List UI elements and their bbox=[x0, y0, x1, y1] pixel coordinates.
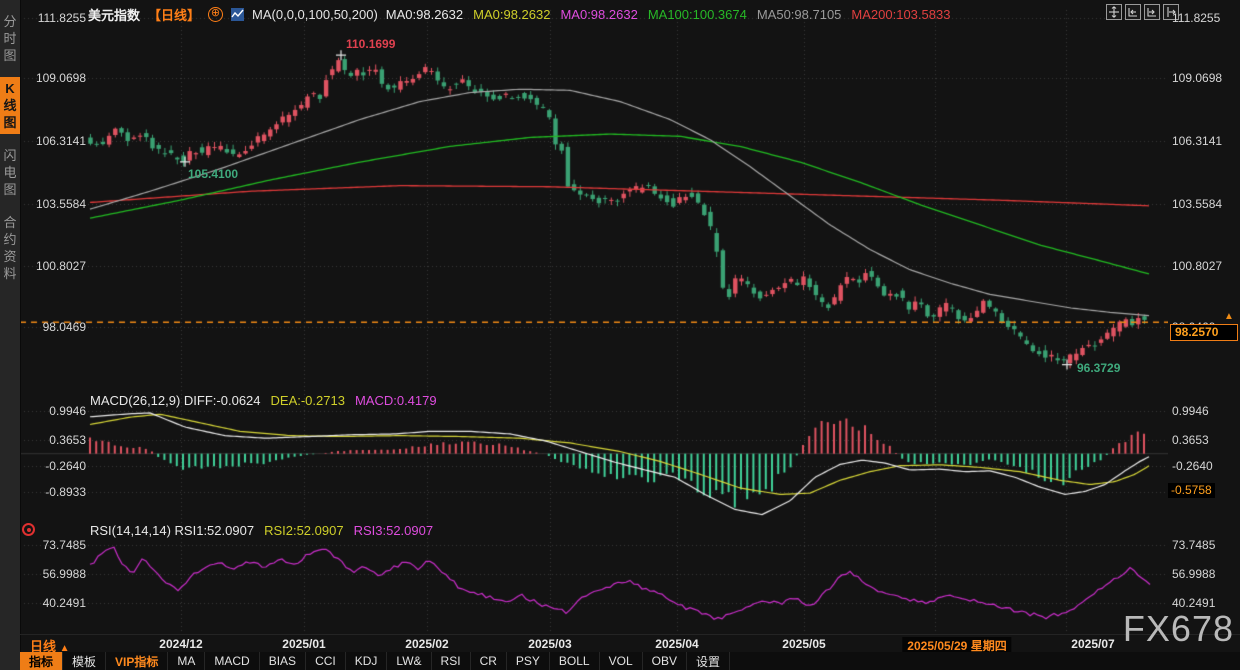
rsihdr-part-1: RSI2:52.0907 bbox=[264, 523, 344, 538]
ma-value-3: MA100:100.3674 bbox=[648, 7, 747, 22]
rsi-panel-header: RSI(14,14,14) RSI1:52.0907 RSI2:52.0907 RS… bbox=[90, 523, 443, 538]
macd-axis-left-2: -0.2640 bbox=[22, 460, 86, 473]
tab-psy[interactable]: PSY bbox=[507, 652, 550, 670]
mini-chart-icon[interactable] bbox=[231, 8, 244, 21]
main-axis-left-4: 100.8027 bbox=[22, 260, 86, 273]
indicator-settings-icon[interactable] bbox=[22, 523, 35, 536]
date-label-6: 2025/07 bbox=[1071, 637, 1114, 651]
tab-bias[interactable]: BIAS bbox=[260, 652, 306, 670]
main-axis-left-3: 103.5584 bbox=[22, 198, 86, 211]
tab-boll[interactable]: BOLL bbox=[550, 652, 600, 670]
ma-value-4: MA50:98.7105 bbox=[757, 7, 842, 22]
macdhdr-part-1: DEA:-0.2713 bbox=[271, 393, 345, 408]
macd-axis-highlight: -0.5758 bbox=[1168, 483, 1215, 498]
rsi-axis-right-1: 56.9988 bbox=[1172, 568, 1215, 581]
date-axis: 2024/12 2025/01 2025/02 2025/03 2025/04 2025/… bbox=[20, 634, 1240, 653]
tab-flash-chart[interactable]: 闪电图 bbox=[0, 144, 20, 201]
main-axis-left-0: 111.8255 bbox=[22, 12, 86, 25]
symbol-title: 美元指数 bbox=[88, 5, 140, 24]
price-marker-icon[interactable]: ▲ bbox=[1224, 311, 1234, 322]
annotation-low-jul: 96.3729 bbox=[1077, 361, 1120, 375]
main-axis-right-2: 106.3141 bbox=[1172, 135, 1222, 148]
date-label-2: 2025/02 bbox=[405, 637, 448, 651]
date-label-1: 2025/01 bbox=[282, 637, 325, 651]
annotation-low-dec: 105.4100 bbox=[188, 167, 238, 181]
macd-axis-right-2: -0.2640 bbox=[1172, 460, 1213, 473]
macd-axis-left-0: 0.9946 bbox=[22, 405, 86, 418]
date-label-4: 2025/04 bbox=[655, 637, 698, 651]
chart-type-sidebar: 分时图 K线图闪电图合约资料 bbox=[0, 0, 21, 670]
rsi-axis-left-0: 73.7485 bbox=[22, 539, 86, 552]
ma-value-0: MA0:98.2632 bbox=[386, 7, 463, 22]
tab-ma[interactable]: MA bbox=[168, 652, 205, 670]
main-axis-left-5: 98.0469 bbox=[22, 321, 86, 334]
watermark: FX678 bbox=[1123, 608, 1234, 650]
macd-axis-left-3: -0.8933 bbox=[22, 486, 86, 499]
rsi-axis-left-2: 40.2491 bbox=[22, 597, 86, 610]
main-axis-right-4: 100.8027 bbox=[1172, 260, 1222, 273]
main-axis-right-3: 103.5584 bbox=[1172, 198, 1222, 211]
tab-rsi[interactable]: RSI bbox=[432, 652, 471, 670]
date-label-0: 2024/12 bbox=[159, 637, 202, 651]
tab-contract-info[interactable]: 合约资料 bbox=[0, 211, 20, 285]
tab-obv[interactable]: OBV bbox=[643, 652, 687, 670]
rsihdr-part-0: RSI(14,14,14) RSI1:52.0907 bbox=[90, 523, 254, 538]
tab-lw[interactable]: LW& bbox=[387, 652, 431, 670]
scale-left-icon[interactable] bbox=[1125, 4, 1141, 20]
tab-vol[interactable]: VOL bbox=[600, 652, 643, 670]
tab-cr[interactable]: CR bbox=[471, 652, 507, 670]
ma-settings-label: MA(0,0,0,100,50,200) bbox=[252, 7, 378, 22]
macd-axis-right-0: 0.9946 bbox=[1172, 405, 1209, 418]
tab-kline-chart[interactable]: K线图 bbox=[0, 77, 20, 134]
tab-vip-indicator[interactable]: VIP指标 bbox=[106, 652, 168, 670]
rsi-axis-right-0: 73.7485 bbox=[1172, 539, 1215, 552]
main-axis-right-1: 109.0698 bbox=[1172, 72, 1222, 85]
tab-cci[interactable]: CCI bbox=[306, 652, 346, 670]
ma-value-1: MA0:98.2632 bbox=[473, 7, 550, 22]
date-label-3: 2025/03 bbox=[528, 637, 571, 651]
app-window: 分时图 K线图闪电图合约资料 美元指数 【日线】 ⊕ MA(0,0,0,100,5… bbox=[0, 0, 1240, 670]
scale-right-icon[interactable] bbox=[1144, 4, 1160, 20]
macd-axis-right-1: 0.3653 bbox=[1172, 434, 1209, 447]
date-label-5: 2025/05 bbox=[782, 637, 825, 651]
chart-toolbar bbox=[1106, 4, 1179, 20]
ma-value-5: MA200:103.5833 bbox=[851, 7, 950, 22]
annotation-high: 110.1699 bbox=[346, 37, 395, 51]
rsi-axis-left-1: 56.9988 bbox=[22, 568, 86, 581]
ma-value-2: MA0:98.2632 bbox=[560, 7, 637, 22]
main-axis-left-2: 106.3141 bbox=[22, 135, 86, 148]
link-plus-icon[interactable]: ⊕ bbox=[208, 7, 223, 22]
macd-panel-header: MACD(26,12,9) DIFF:-0.0624 DEA:-0.2713 MAC… bbox=[90, 393, 447, 408]
main-axis-right-0: 111.8255 bbox=[1172, 12, 1220, 25]
macdhdr-part-0: MACD(26,12,9) DIFF:-0.0624 bbox=[90, 393, 261, 408]
main-axis-left-1: 109.0698 bbox=[22, 72, 86, 85]
period-badge[interactable]: 【日线】 bbox=[148, 5, 200, 24]
macdhdr-part-2: MACD:0.4179 bbox=[355, 393, 437, 408]
ma-values: MA0:98.2632 MA0:98.2632 MA0:98.2632 MA100:1… bbox=[386, 7, 961, 22]
tab-indicator[interactable]: 指标 bbox=[20, 652, 63, 670]
tab-macd[interactable]: MACD bbox=[205, 652, 259, 670]
tab-kdj[interactable]: KDJ bbox=[346, 652, 388, 670]
indicator-toolbar: 指标模板VIP指标MAMACDBIASCCIKDJLW&RSICRPSYBOLL… bbox=[20, 652, 1240, 670]
tab-template[interactable]: 模板 bbox=[63, 652, 106, 670]
last-price-tag: 98.2570 bbox=[1170, 324, 1238, 341]
tab-settings[interactable]: 设置 bbox=[687, 652, 730, 670]
macd-axis-left-1: 0.3653 bbox=[22, 434, 86, 447]
pan-icon[interactable] bbox=[1106, 4, 1122, 20]
chart-canvas[interactable] bbox=[20, 0, 1168, 634]
rsihdr-part-2: RSI3:52.0907 bbox=[354, 523, 434, 538]
chart-header: 美元指数 【日线】 ⊕ MA(0,0,0,100,50,200) MA0:98.… bbox=[88, 5, 960, 23]
tab-time-chart[interactable]: 分时图 bbox=[0, 10, 20, 67]
